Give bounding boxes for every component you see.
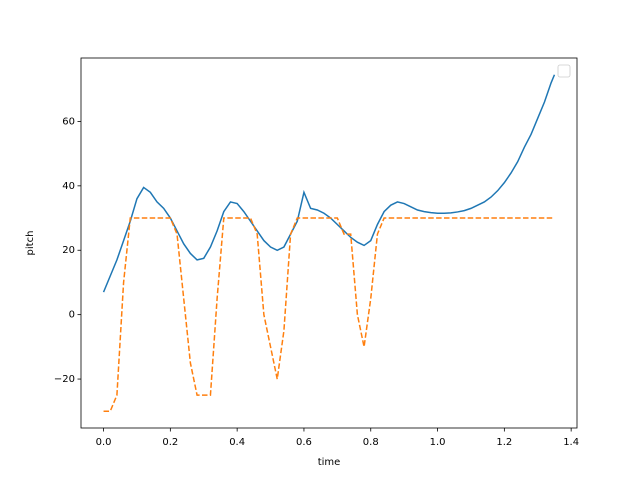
plot-frame xyxy=(80,57,578,429)
y-tick-label: 60 xyxy=(62,116,75,127)
legend-box xyxy=(557,64,571,78)
x-tick-label: 1.0 xyxy=(430,437,446,448)
series-line xyxy=(102,74,556,293)
y-tick-label: 20 xyxy=(62,245,75,256)
x-tick-label: 0.2 xyxy=(162,437,178,448)
x-tick-label: 1.2 xyxy=(496,437,512,448)
x-axis-label: time xyxy=(318,457,341,468)
x-tick-label: 0.8 xyxy=(363,437,379,448)
x-tick-label: 0.6 xyxy=(296,437,312,448)
y-axis-label: pitch xyxy=(25,231,36,256)
series-line xyxy=(103,217,555,413)
x-tick-label: 0.0 xyxy=(96,437,112,448)
x-tick-label: 0.4 xyxy=(229,437,245,448)
y-tick-label: 0 xyxy=(69,310,75,321)
y-tick-label: −20 xyxy=(54,374,75,385)
y-tick-label: 40 xyxy=(62,181,75,192)
x-tick-label: 1.4 xyxy=(563,437,579,448)
